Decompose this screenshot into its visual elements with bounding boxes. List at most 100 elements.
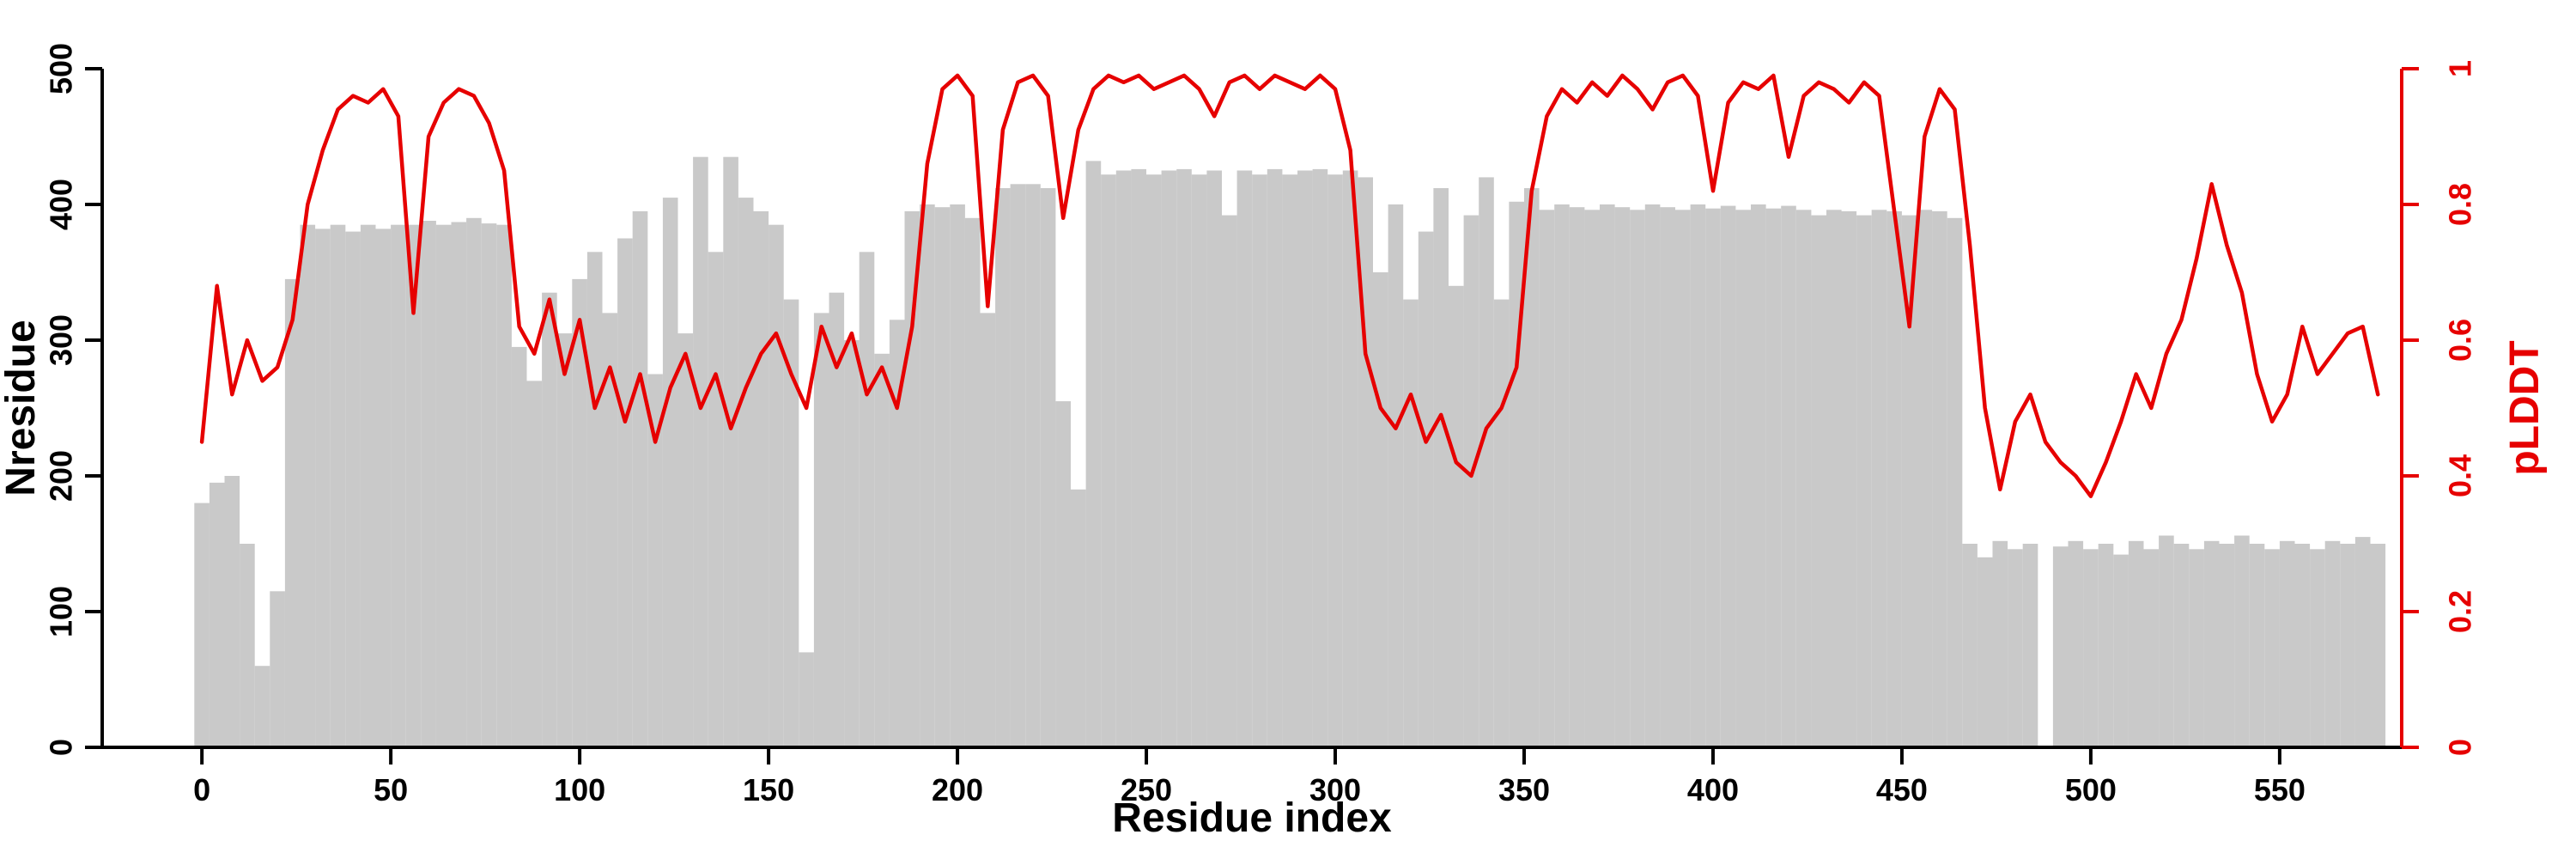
nresidue-bar: [1115, 170, 1132, 747]
nresidue-bar: [224, 476, 240, 747]
nresidue-bar: [572, 278, 587, 747]
x-tick-label: 250: [1121, 772, 1172, 807]
y-left-tick-label: 300: [44, 314, 79, 366]
nresidue-bar: [511, 346, 527, 747]
nresidue-bar: [783, 299, 799, 748]
nresidue-bar: [1161, 170, 1177, 747]
nresidue-bar: [1992, 540, 2008, 747]
nresidue-bar: [1705, 208, 1721, 747]
nresidue-bar: [586, 252, 603, 747]
y-left-tick-label: 400: [44, 179, 79, 230]
x-tick-label: 150: [743, 772, 794, 807]
nresidue-bar: [1871, 210, 1887, 748]
nresidue-bar: [2354, 537, 2371, 747]
nresidue-bar: [1327, 174, 1343, 747]
nresidue-bar: [693, 156, 708, 747]
nresidue-bar: [1932, 210, 1947, 747]
nresidue-bar: [2234, 535, 2250, 747]
x-tick-label: 200: [932, 772, 983, 807]
nresidue-bar: [2340, 544, 2355, 747]
x-tick-label: 100: [554, 772, 605, 807]
nresidue-bar: [542, 292, 557, 747]
nresidue-bar: [647, 374, 663, 747]
nresidue-bar: [1917, 210, 1933, 748]
nresidue-bar: [1735, 210, 1751, 748]
nresidue-bar: [1479, 177, 1494, 747]
nresidue-bar: [1236, 170, 1253, 747]
nresidue-bar: [799, 652, 814, 747]
nresidue-bar: [844, 340, 860, 747]
y-axis-title-left: Nresidue: [0, 320, 44, 496]
nresidue-bar: [2203, 540, 2220, 747]
nresidue-bar: [345, 231, 361, 748]
nresidue-bar: [300, 224, 316, 747]
nresidue-bar: [556, 333, 573, 747]
nresidue-bar: [2173, 544, 2190, 747]
nresidue-bar: [1751, 204, 1766, 747]
y-right-tick-label: 0.8: [2443, 183, 2478, 226]
nresidue-bar: [2219, 544, 2235, 747]
nresidue-bar: [1191, 174, 1207, 747]
nresidue-bar: [723, 156, 738, 747]
nresidue-bar: [1614, 207, 1631, 747]
nresidue-bar: [1781, 205, 1796, 748]
nresidue-bar: [270, 591, 285, 747]
nresidue-bar: [1584, 210, 1600, 748]
nresidue-bar: [769, 224, 784, 747]
nresidue-bar: [2143, 549, 2160, 747]
nresidue-bar: [2189, 549, 2204, 747]
y-right-tick-label: 1: [2443, 60, 2478, 77]
nresidue-bar: [1765, 208, 1782, 747]
nresidue-bar: [2264, 549, 2280, 747]
nresidue-bar: [829, 292, 845, 747]
x-tick-label: 500: [2065, 772, 2117, 807]
nresidue-bar: [2279, 540, 2295, 747]
nresidue-bar: [1282, 174, 1297, 747]
nresidue-bar: [2083, 549, 2099, 747]
nresidue-bar: [1962, 544, 1978, 747]
nresidue-bar: [1267, 168, 1283, 747]
nresidue-bar: [526, 381, 543, 747]
x-tick-label: 400: [1687, 772, 1739, 807]
nresidue-bar: [874, 353, 890, 747]
nresidue-bar: [2008, 549, 2023, 747]
nresidue-bar: [254, 666, 270, 747]
nresidue-bar: [904, 210, 920, 747]
nresidue-bar: [950, 204, 965, 747]
nresidue-bar: [1222, 215, 1237, 748]
nresidue-bar: [617, 238, 633, 747]
y-left-tick-label: 500: [44, 43, 79, 94]
nresidue-bar: [1524, 188, 1540, 747]
nresidue-bar: [1373, 272, 1388, 747]
nresidue-bar: [1630, 210, 1645, 748]
y-left-tick-label: 100: [44, 586, 79, 637]
nresidue-bar: [194, 503, 210, 747]
nresidue-bar: [2324, 540, 2341, 747]
nresidue-bar: [496, 224, 512, 747]
y-right-tick-label: 0: [2443, 739, 2478, 756]
nresidue-bar: [315, 228, 331, 747]
nresidue-bar: [1176, 168, 1192, 747]
nresidue-bar: [1312, 168, 1328, 747]
nresidue-bar: [632, 210, 648, 747]
nresidue-bar: [360, 224, 376, 747]
nresidue-bar: [330, 224, 346, 747]
nresidue-bar: [284, 278, 301, 747]
nresidue-bar: [1085, 161, 1102, 747]
nresidue-bar: [1901, 215, 1917, 748]
nresidue-bar: [1071, 489, 1086, 747]
nresidue-bar: [405, 224, 422, 747]
nresidue-bar: [2310, 549, 2325, 747]
nresidue-bar: [1675, 210, 1691, 748]
x-tick-label: 300: [1309, 772, 1361, 807]
nresidue-bar: [995, 188, 1011, 747]
axes: 0 50 100 150 200 250 300 350 400 450 500 550 0 100 200…: [44, 43, 2478, 807]
nresidue-bar: [1947, 217, 1963, 748]
nresidue-bar: [2128, 540, 2144, 747]
nresidue-bar: [1463, 215, 1479, 748]
nresidue-bar: [2113, 554, 2129, 747]
nresidue-bar: [1644, 204, 1661, 747]
y-left-tick-label: 200: [44, 450, 79, 502]
nresidue-bar: [240, 544, 255, 747]
